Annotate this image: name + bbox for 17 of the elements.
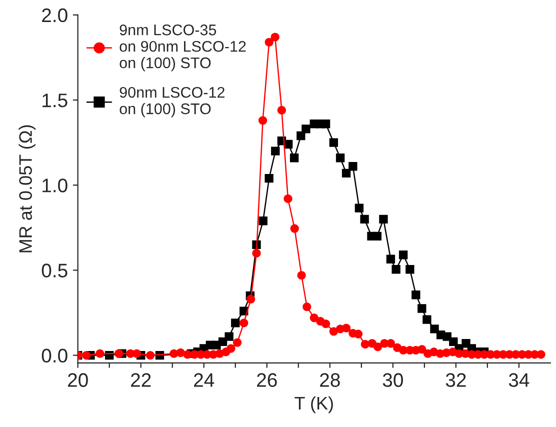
x-tick-label: 20 xyxy=(68,373,88,387)
x-tick-label: 22 xyxy=(131,373,151,387)
x-tick-label: 34 xyxy=(508,373,530,387)
y-tick-label: 1.5 xyxy=(42,94,68,108)
x-tick-label: 26 xyxy=(257,373,277,387)
y-tick-label: 1.0 xyxy=(42,178,68,192)
x-tick-label: 24 xyxy=(194,373,214,387)
legend-label: 90nm LSCO-12 on (100) STO xyxy=(120,86,224,118)
x-axis-title: T (K) xyxy=(294,396,333,414)
x-tick-label: 28 xyxy=(320,373,340,387)
x-tick-label: 30 xyxy=(382,373,403,387)
legend-label: 9nm LSCO-35 on 90nm LSCO-12 on (100) STO xyxy=(120,24,246,72)
y-tick-label: 2.0 xyxy=(42,8,68,22)
x-tick-label: 32 xyxy=(446,373,466,387)
y-tick-label: 0.0 xyxy=(42,348,68,363)
y-axis-title: MR at 0.05T (Ω) xyxy=(18,125,36,252)
y-tick-label: 0.5 xyxy=(42,264,68,278)
